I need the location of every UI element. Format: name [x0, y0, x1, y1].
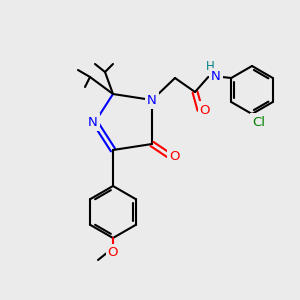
Text: Cl: Cl: [253, 116, 266, 128]
Text: H: H: [206, 61, 214, 74]
Text: N: N: [211, 70, 221, 83]
Text: O: O: [169, 149, 179, 163]
Text: O: O: [108, 247, 118, 260]
Text: N: N: [88, 116, 98, 128]
Text: O: O: [200, 103, 210, 116]
Text: N: N: [147, 94, 157, 106]
